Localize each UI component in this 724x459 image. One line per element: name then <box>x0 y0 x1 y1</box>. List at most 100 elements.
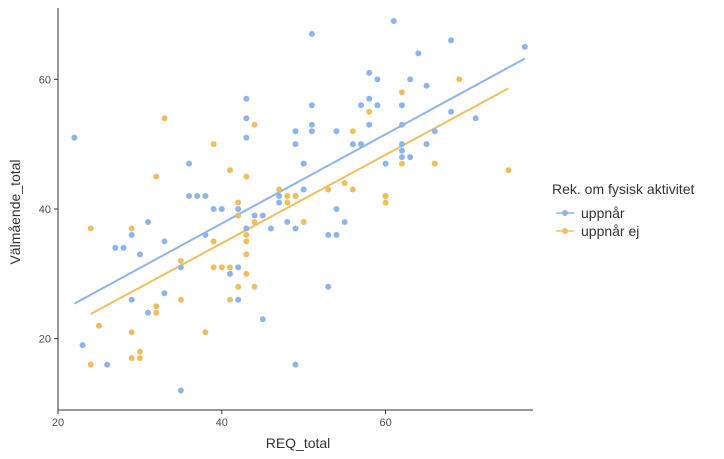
data-point-series-0 <box>292 225 299 232</box>
data-point-series-0 <box>218 206 225 212</box>
data-point-series-0 <box>407 76 414 83</box>
data-point-series-0 <box>259 212 266 219</box>
data-point-series-1 <box>243 270 250 277</box>
data-point-series-0 <box>308 128 315 135</box>
data-point-series-0 <box>292 141 299 148</box>
data-point-series-1 <box>349 128 356 135</box>
data-point-series-1 <box>251 121 258 128</box>
data-point-series-1 <box>235 283 242 290</box>
data-point-series-0 <box>423 82 430 89</box>
data-point-series-0 <box>415 50 422 57</box>
data-point-series-0 <box>104 361 111 368</box>
data-point-series-0 <box>177 264 184 271</box>
data-point-series-1 <box>161 115 168 122</box>
data-point-series-1 <box>235 212 242 219</box>
data-point-series-1 <box>431 160 438 167</box>
data-point-series-0 <box>521 43 528 50</box>
data-point-series-1 <box>128 225 135 232</box>
data-point-series-0 <box>382 160 389 167</box>
data-point-series-0 <box>161 290 168 297</box>
data-point-series-0 <box>366 121 373 128</box>
data-point-series-0 <box>398 102 405 109</box>
legend-label-uppnar-ej: uppnår ej <box>581 223 639 239</box>
data-point-series-0 <box>333 206 340 212</box>
y-tick-label: 60 <box>39 74 51 86</box>
data-point-series-0 <box>308 102 315 109</box>
data-point-series-0 <box>202 193 209 200</box>
data-point-series-1 <box>128 329 135 336</box>
data-point-series-0 <box>276 199 283 206</box>
data-point-series-1 <box>87 225 94 232</box>
data-point-series-0 <box>145 309 152 316</box>
data-point-series-1 <box>382 193 389 200</box>
data-point-series-0 <box>112 244 119 251</box>
data-point-series-1 <box>95 322 102 329</box>
data-point-series-1 <box>349 186 356 193</box>
data-point-series-0 <box>259 316 266 323</box>
data-point-series-0 <box>235 264 242 271</box>
data-point-series-1 <box>366 108 373 115</box>
data-point-series-1 <box>243 251 250 258</box>
data-point-series-1 <box>87 361 94 368</box>
legend: Rek. om fysisk aktivitet uppnår uppnår e… <box>552 181 694 239</box>
data-point-series-1 <box>382 199 389 206</box>
data-point-series-1 <box>136 348 143 355</box>
data-point-series-0 <box>358 141 365 148</box>
data-point-series-0 <box>161 238 168 245</box>
data-point-series-0 <box>407 154 414 161</box>
data-point-series-1 <box>202 329 209 336</box>
data-point-series-1 <box>325 186 332 193</box>
data-point-series-0 <box>366 69 373 76</box>
data-point-series-1 <box>276 186 283 193</box>
data-point-series-1 <box>398 89 405 96</box>
data-point-series-0 <box>341 218 348 225</box>
data-point-series-0 <box>177 387 184 394</box>
data-point-series-1 <box>153 309 160 316</box>
y-axis-ticks: 20 40 60 <box>39 74 58 346</box>
x-tick-label: 60 <box>379 417 391 429</box>
data-point-series-1 <box>128 355 135 362</box>
data-point-series-0 <box>226 270 233 277</box>
legend-title: Rek. om fysisk aktivitet <box>552 181 694 197</box>
data-point-series-0 <box>243 95 250 102</box>
data-point-series-1 <box>300 218 307 225</box>
data-point-series-0 <box>145 218 152 225</box>
data-point-series-0 <box>128 231 135 238</box>
data-point-series-1 <box>341 180 348 187</box>
data-point-series-0 <box>398 121 405 128</box>
data-point-series-0 <box>358 102 365 109</box>
data-point-series-0 <box>423 141 430 148</box>
data-point-series-0 <box>292 128 299 135</box>
data-point-series-0 <box>292 361 299 368</box>
data-point-series-0 <box>472 115 479 122</box>
data-point-series-0 <box>194 193 201 200</box>
trend-line-series-0 <box>73 57 526 305</box>
data-point-series-1 <box>243 231 250 238</box>
trend-lines <box>73 57 526 315</box>
data-point-series-1 <box>505 167 512 174</box>
data-point-series-0 <box>300 186 307 193</box>
data-point-series-1 <box>251 218 258 225</box>
data-point-series-1 <box>153 303 160 310</box>
data-point-series-0 <box>186 160 193 167</box>
data-point-series-0 <box>431 128 438 135</box>
x-axis-ticks: 20 40 60 <box>52 410 392 429</box>
data-point-series-1 <box>235 199 242 206</box>
data-point-series-0 <box>120 244 127 251</box>
data-point-series-0 <box>276 193 283 200</box>
data-point-series-0 <box>349 141 356 148</box>
y-tick-label: 20 <box>39 334 51 346</box>
data-point-series-1 <box>292 193 299 200</box>
data-point-series-1 <box>177 296 184 303</box>
data-point-series-0 <box>398 154 405 161</box>
data-point-series-0 <box>267 225 274 232</box>
data-point-series-0 <box>251 212 258 219</box>
data-point-series-1 <box>210 238 217 245</box>
legend-label-uppnar: uppnår <box>581 205 625 221</box>
data-point-series-0 <box>448 108 455 115</box>
data-points <box>71 17 528 394</box>
data-point-series-0 <box>235 296 242 303</box>
data-point-series-0 <box>333 128 340 135</box>
data-point-series-0 <box>374 102 381 109</box>
data-point-series-0 <box>308 30 315 37</box>
